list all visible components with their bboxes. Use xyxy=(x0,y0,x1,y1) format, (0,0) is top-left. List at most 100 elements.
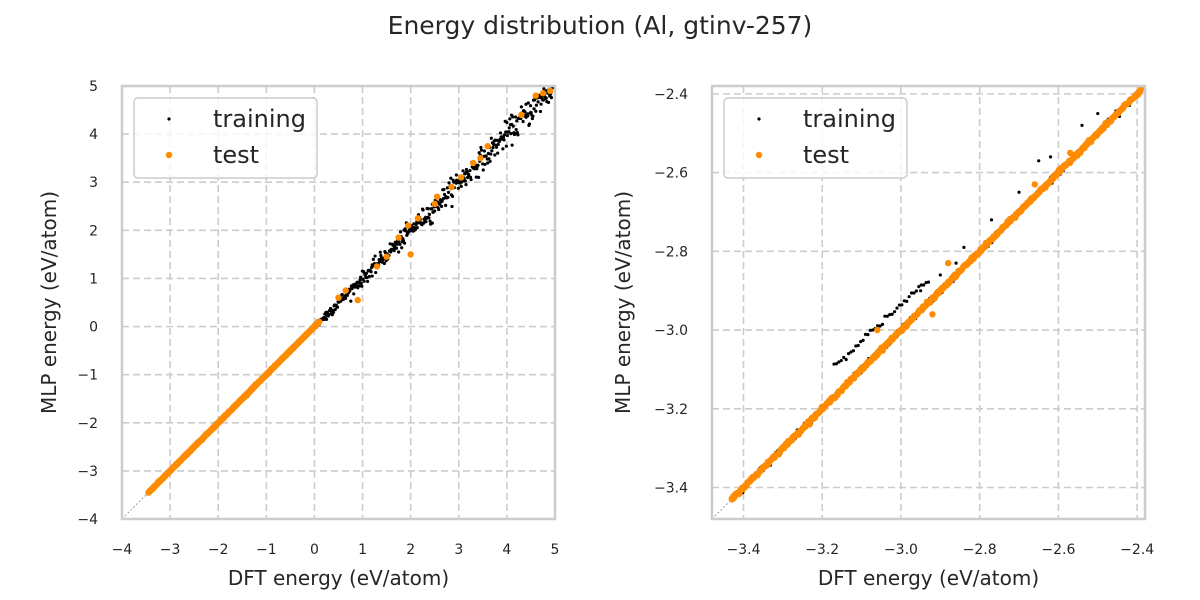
training-point xyxy=(490,149,494,153)
y-tick-label: 5 xyxy=(89,79,98,95)
training-point xyxy=(394,246,399,250)
training-point xyxy=(481,168,485,172)
training-point xyxy=(839,358,843,363)
training-point xyxy=(905,299,909,303)
training-point xyxy=(834,362,839,366)
test-point xyxy=(1067,149,1074,157)
training-point xyxy=(484,154,488,158)
x-tick-label: 5 xyxy=(551,542,560,558)
training-point xyxy=(863,332,868,336)
test-point xyxy=(477,154,484,162)
training-point xyxy=(400,246,404,250)
test-point xyxy=(395,234,402,241)
training-point xyxy=(446,190,451,195)
test-point xyxy=(316,318,323,325)
training-point xyxy=(465,170,469,174)
training-point xyxy=(482,149,486,153)
training-point xyxy=(530,116,534,121)
training-point xyxy=(370,274,374,278)
training-point xyxy=(362,279,366,283)
training-point xyxy=(523,109,527,114)
training-point xyxy=(516,133,520,137)
training-point xyxy=(398,242,402,246)
training-point xyxy=(437,207,441,212)
training-point xyxy=(359,281,363,285)
y-tick-label: 4 xyxy=(89,127,98,143)
training-point xyxy=(524,102,528,106)
training-point xyxy=(513,115,518,119)
axes-frame xyxy=(120,84,557,521)
training-point xyxy=(917,285,921,289)
training-point xyxy=(333,307,337,312)
training-point xyxy=(359,275,363,279)
training-point xyxy=(498,131,503,135)
x-tick-label: −4 xyxy=(112,542,133,558)
training-point xyxy=(538,109,543,114)
training-point xyxy=(373,254,377,258)
test-point xyxy=(518,111,525,119)
training-point xyxy=(1037,159,1041,163)
training-point xyxy=(919,289,923,293)
test-point xyxy=(405,222,412,229)
training-point xyxy=(524,115,528,119)
training-point xyxy=(542,87,546,91)
training-point xyxy=(529,104,533,108)
training-point xyxy=(358,278,362,282)
training-point xyxy=(888,313,892,317)
training-point xyxy=(493,153,497,157)
training-point xyxy=(1017,190,1021,194)
series-test xyxy=(728,86,1145,503)
training-point xyxy=(392,248,396,253)
data-points xyxy=(145,86,555,496)
x-tick-label: −2.4 xyxy=(1120,542,1154,558)
test-point xyxy=(944,259,952,267)
legend: training test xyxy=(133,97,318,179)
training-point xyxy=(861,338,865,343)
training-point xyxy=(360,284,364,288)
training-point xyxy=(885,314,889,318)
training-point xyxy=(382,261,386,266)
training-point xyxy=(890,312,894,316)
test-point xyxy=(407,251,414,258)
training-point xyxy=(1096,111,1100,116)
training-point xyxy=(335,305,340,309)
y-tick-label: −2.8 xyxy=(654,244,688,260)
training-point xyxy=(496,142,500,147)
training-point xyxy=(474,175,478,179)
x-tick-label: 0 xyxy=(310,542,319,558)
x-tick-label: 2 xyxy=(406,542,415,558)
x-tick-label: 3 xyxy=(454,542,463,558)
training-point xyxy=(868,328,872,332)
training-point xyxy=(549,96,554,100)
training-point xyxy=(483,162,487,167)
test-point xyxy=(539,90,547,97)
training-point xyxy=(427,212,432,217)
training-point xyxy=(446,195,450,200)
training-point xyxy=(430,207,434,211)
y-tick-label: −3.4 xyxy=(654,481,688,497)
test-point xyxy=(383,253,390,260)
training-point xyxy=(442,187,446,192)
test-point xyxy=(470,159,477,167)
y-axis-label: MLP energy (eV/atom) xyxy=(611,191,635,414)
training-point xyxy=(430,221,434,225)
training-point xyxy=(404,229,408,233)
training-point xyxy=(345,293,349,298)
test-point xyxy=(354,296,361,304)
training-point xyxy=(501,147,505,151)
test-point xyxy=(484,142,491,150)
training-point xyxy=(491,145,495,150)
legend-marker-test xyxy=(165,151,173,159)
training-point xyxy=(364,271,369,275)
training-point xyxy=(414,222,418,227)
training-point xyxy=(402,241,407,245)
left-panel-all-energies: −4 −3 −2 −1 0 1 2 3 4 5 −4 −3 −2 −1 0 1 2 3 4 5 DFT energy (… xyxy=(37,79,559,590)
training-point xyxy=(426,207,430,211)
training-point xyxy=(374,270,378,275)
training-point xyxy=(367,274,371,279)
training-point xyxy=(900,303,904,307)
legend: training test xyxy=(723,97,908,179)
training-point xyxy=(344,296,348,300)
training-point xyxy=(919,283,923,287)
y-axis-label: MLP energy (eV/atom) xyxy=(37,191,61,414)
